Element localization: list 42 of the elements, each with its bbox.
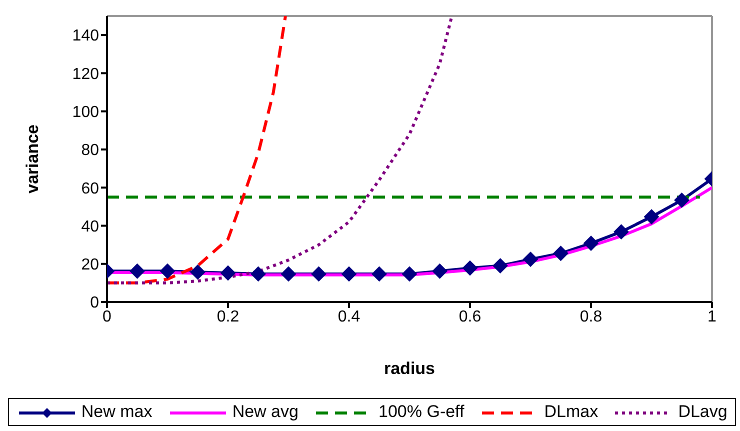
line-series (107, 16, 454, 284)
point (160, 264, 175, 279)
legend-label: DLavg (677, 402, 728, 422)
x-tick-label: 0.6 (458, 308, 482, 326)
point (553, 246, 568, 261)
x-tick-label: 0.4 (338, 308, 360, 326)
y-tick-label: 120 (72, 66, 100, 83)
y-tick-label: 140 (72, 28, 100, 45)
point (584, 236, 598, 251)
x-axis-title: radius (384, 359, 436, 378)
x-tick-label: 1 (708, 308, 717, 326)
x-tick-label: 0.8 (580, 308, 602, 326)
y-tick-label: 100 (72, 104, 100, 122)
legend-label: DLmax (543, 402, 598, 422)
point (674, 192, 690, 208)
y-tick-label: 40 (81, 218, 100, 236)
x-tick-label: 0.2 (216, 308, 240, 326)
y-tick-label: 60 (81, 180, 100, 198)
point (614, 224, 629, 240)
point (342, 266, 356, 282)
point (492, 258, 508, 274)
point (372, 266, 387, 282)
y-tick-label: 80 (81, 142, 100, 160)
point (432, 264, 448, 279)
y-tick-label: 0 (90, 294, 100, 312)
point (130, 264, 145, 279)
point (220, 266, 236, 281)
point (523, 252, 538, 267)
legend-label: New avg (231, 402, 298, 422)
y-axis-title: variance (23, 124, 42, 194)
line-series (107, 16, 287, 284)
y-tick-label: 20 (81, 256, 100, 274)
point (250, 266, 266, 282)
point (402, 266, 417, 282)
point (462, 260, 478, 276)
legend-label: New max (80, 402, 152, 422)
point (311, 266, 326, 282)
point (644, 209, 659, 224)
legend-label: 100% G-eff (378, 402, 464, 422)
x-tick-label: 0 (102, 308, 112, 326)
point (190, 264, 206, 280)
point (281, 266, 296, 282)
